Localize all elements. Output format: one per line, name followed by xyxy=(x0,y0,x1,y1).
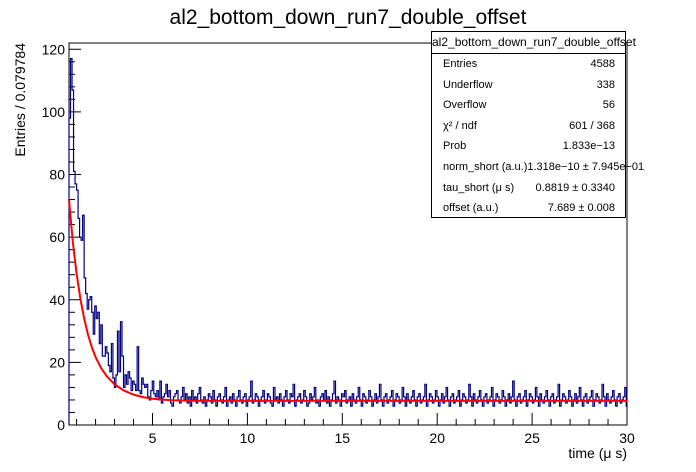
stats-value: 338 xyxy=(596,78,615,91)
stats-row: Overflow 56 xyxy=(432,95,625,116)
y-tick-label: 40 xyxy=(49,292,65,308)
stats-value: 56 xyxy=(602,99,615,112)
stats-value: 1.318e−10 ± 7.945e−01 xyxy=(527,160,645,173)
stats-row: Prob 1.833e−13 xyxy=(432,136,625,157)
stats-row: χ² / ndf 601 / 368 xyxy=(432,116,625,137)
x-axis-label: time (μ s) xyxy=(568,445,627,461)
stats-label: norm_short (a.u.) xyxy=(443,160,528,173)
y-tick-label: 100 xyxy=(42,104,66,120)
x-tick-label: 30 xyxy=(619,430,635,446)
stats-value: 4588 xyxy=(590,58,615,70)
x-tick-label: 15 xyxy=(335,430,351,446)
stats-label: χ² / ndf xyxy=(443,119,477,132)
stats-row: offset (a.u.) 7.689 ± 0.008 xyxy=(432,198,625,219)
x-tick-label: 10 xyxy=(240,430,256,446)
stats-value: 0.8819 ± 0.3340 xyxy=(535,181,615,194)
stats-box-title: al2_bottom_down_run7_double_offset xyxy=(432,32,636,54)
stats-label: Underflow xyxy=(443,78,493,91)
x-tick-label: 5 xyxy=(149,430,157,446)
x-tick-label: 20 xyxy=(429,430,445,446)
stats-label: Prob xyxy=(443,140,467,153)
y-axis-label: Entries / 0.079784 xyxy=(12,43,28,157)
stats-label: Overflow xyxy=(443,99,487,112)
y-tick-label: 80 xyxy=(49,167,65,183)
chart-title: al2_bottom_down_run7_double_offset xyxy=(169,6,527,29)
y-tick-label: 20 xyxy=(49,354,65,370)
stats-row: tau_short (μ s) 0.8819 ± 0.3340 xyxy=(432,178,625,199)
stats-value: 1.833e−13 xyxy=(562,140,615,153)
stats-label: tau_short (μ s) xyxy=(443,181,515,194)
y-tick-label: 0 xyxy=(57,417,65,433)
y-tick-label: 60 xyxy=(49,229,65,245)
stats-rows: Entries 4588 Underflow 338 Overflow 56 χ² / nd… xyxy=(432,54,644,219)
stats-row: Underflow 338 xyxy=(432,75,625,96)
stats-label: Entries xyxy=(443,58,478,70)
stats-label: offset (a.u.) xyxy=(443,202,499,215)
stats-value: 7.689 ± 0.008 xyxy=(547,202,615,215)
fit-series xyxy=(68,199,627,402)
stats-row: Entries 4588 xyxy=(432,54,625,75)
y-tick-label: 120 xyxy=(42,41,66,57)
stats-row: norm_short (a.u.) 1.318e−10 ± 7.945e−01 xyxy=(432,157,644,178)
x-tick-label: 25 xyxy=(524,430,540,446)
stats-value: 601 / 368 xyxy=(569,119,615,132)
stats-box: al2_bottom_down_run7_double_offset Entri… xyxy=(431,31,644,219)
fit-curve xyxy=(68,199,627,402)
